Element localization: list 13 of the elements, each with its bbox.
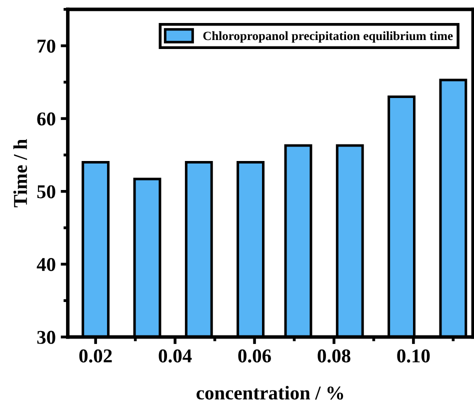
x-tick-label: 0.10	[397, 349, 430, 363]
x-tick-label: 0.02	[79, 349, 112, 363]
y-tick-label: 30	[37, 330, 56, 344]
y-tick-label: 40	[36, 258, 56, 272]
y-axis-title: Time / h	[13, 139, 28, 208]
y-tick-label: 60	[37, 112, 56, 126]
legend-label: Chloropropanol precipitation equilibrium time	[203, 31, 453, 43]
x-tick-label: 0.06	[238, 349, 271, 363]
y-tick-label: 70	[38, 40, 56, 53]
x-axis-title: concentration / %	[196, 386, 344, 400]
x-tick-label: 0.08	[318, 349, 350, 363]
y-tick-label: 50	[37, 185, 56, 198]
x-tick-label: 0.04	[158, 349, 192, 363]
